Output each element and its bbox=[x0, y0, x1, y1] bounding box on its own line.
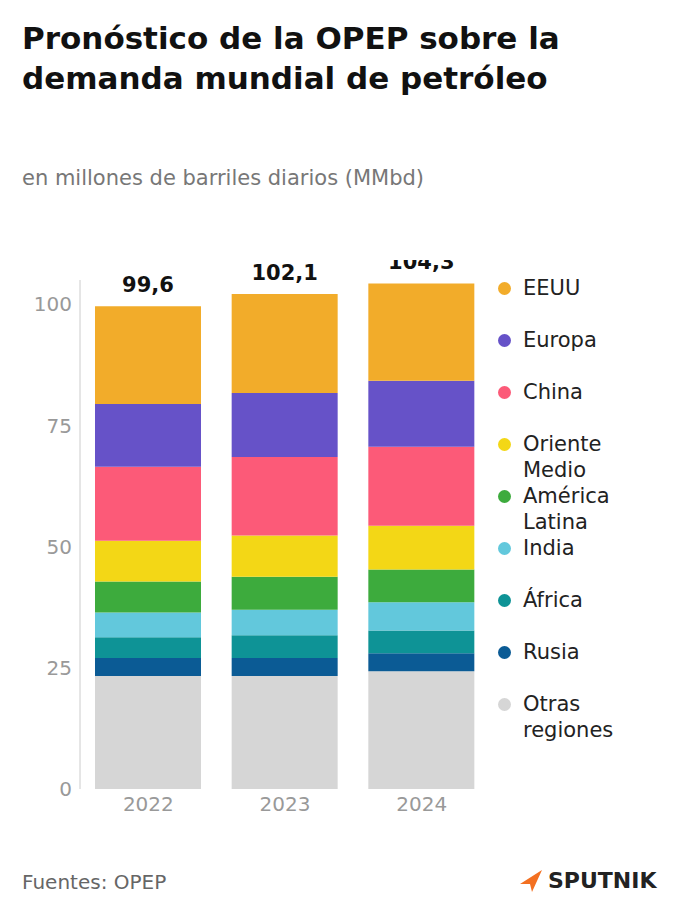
html-text:Fuentes: OPEP: Fuentes: OPEP bbox=[22, 870, 167, 894]
svg-text:50: 50 bbox=[47, 535, 72, 559]
html-text:en millones de barriles diario: en millones de barriles diarios (MMbd) bbox=[22, 166, 424, 190]
svg-text:102,1: 102,1 bbox=[251, 261, 317, 285]
html-text:América Latina: América Latina bbox=[523, 484, 610, 534]
svg-text:75: 75 bbox=[47, 414, 72, 438]
html-text:EEUU: EEUU bbox=[523, 276, 581, 300]
svg-text:25: 25 bbox=[47, 656, 72, 680]
svg-text:2024: 2024 bbox=[396, 792, 447, 816]
html-text:SPUTNIK: SPUTNIK bbox=[548, 868, 657, 893]
svg-text:2022: 2022 bbox=[123, 792, 174, 816]
svg-text:99,6: 99,6 bbox=[122, 273, 174, 297]
html-text:China: China bbox=[523, 380, 583, 404]
html-text:India: India bbox=[523, 536, 575, 560]
svg-text:104,3: 104,3 bbox=[388, 260, 454, 274]
html-text:Pronóstico de la OPEP sobre la: Pronóstico de la OPEP sobre la demanda m… bbox=[22, 20, 560, 96]
html-text:Oriente Medio: Oriente Medio bbox=[523, 432, 602, 482]
html-text:Otras regiones: Otras regiones bbox=[523, 692, 614, 742]
svg-text:0: 0 bbox=[59, 777, 72, 801]
svg-text:100: 100 bbox=[34, 292, 72, 316]
html-text:Rusia: Rusia bbox=[523, 640, 580, 664]
svg-text:2023: 2023 bbox=[260, 792, 311, 816]
html-text:Europa: Europa bbox=[523, 328, 597, 352]
html-text:África: África bbox=[523, 588, 583, 612]
